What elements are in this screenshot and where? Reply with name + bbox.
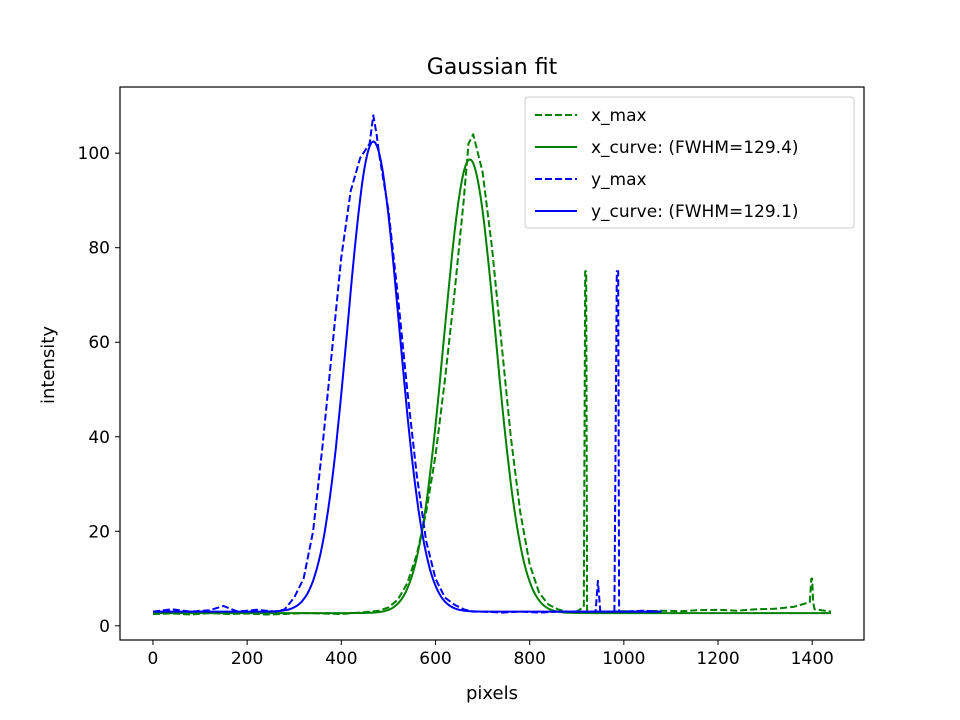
x-tick-label: 800	[513, 649, 545, 669]
legend-box	[524, 96, 855, 229]
y-tick-label: 20	[88, 522, 110, 542]
x-axis-label: pixels	[466, 683, 518, 704]
x-tick-label: 200	[231, 649, 263, 669]
legend-label: x_max	[591, 106, 647, 126]
series-line-solid-3	[153, 140, 662, 613]
y-axis-label: intensity	[38, 326, 59, 404]
legend-label: y_max	[591, 170, 647, 190]
y-tick-label: 40	[88, 428, 110, 448]
axis-ticks: 0 200 400 600 800 1000 1200 1400 0 20 40 60 80 100	[78, 144, 834, 669]
x-tick-label: 0	[148, 649, 159, 669]
x-tick-label: 600	[419, 649, 451, 669]
x-tick-label: 1400	[791, 649, 834, 669]
y-tick-label: 100	[78, 144, 110, 164]
x-tick-label: 400	[325, 649, 357, 669]
x-tick-label: 1200	[696, 649, 739, 669]
axes-frame	[119, 86, 865, 641]
series-line-solid-1	[153, 158, 831, 615]
y-tick-label: 80	[88, 239, 110, 259]
chart-title: Gaussian fit	[427, 55, 558, 80]
y-tick-label: 0	[99, 617, 110, 637]
legend-label: y_curve: (FWHM=129.1)	[591, 202, 799, 222]
y-tick-label: 60	[88, 333, 110, 353]
plot-area	[152, 114, 832, 616]
legend-label: x_curve: (FWHM=129.4)	[591, 138, 799, 158]
series-line-dashed-0	[152, 133, 832, 616]
x-tick-label: 1000	[602, 649, 645, 669]
legend: x_max x_curve: (FWHM=129.4) y_max y_curve: …	[524, 96, 855, 229]
